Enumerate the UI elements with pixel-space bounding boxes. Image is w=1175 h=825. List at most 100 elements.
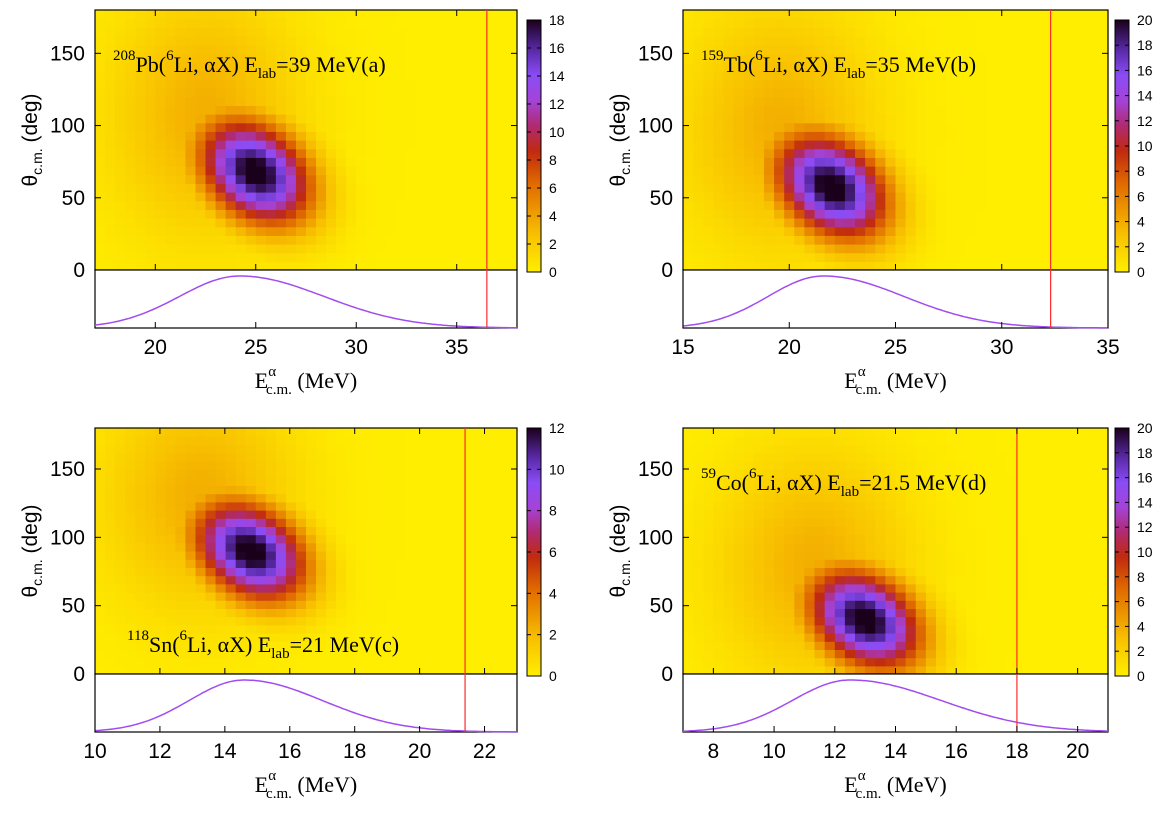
heatmap-cell [703,608,714,618]
heatmap-cell [875,444,886,454]
heatmap-cell [743,526,755,536]
heatmap-cell [175,70,187,80]
heatmap-cell [466,62,478,72]
heatmap-cell [824,665,836,675]
heatmap-cell [834,218,846,228]
heatmap-cell [115,209,126,219]
heatmap-cell [416,559,428,568]
heatmap-cell [996,518,1008,527]
heatmap-cell [814,551,826,560]
heatmap-cell [1006,62,1018,72]
heatmap-cell [683,469,694,478]
heatmap-cell [245,600,257,609]
heatmap-cell [496,157,508,167]
heatmap-cell [693,452,704,462]
heatmap-cell [693,122,704,132]
heatmap-cell [386,493,398,503]
heatmap-cell [844,633,856,642]
heatmap-cell [1057,174,1069,184]
heatmap-cell [245,616,257,626]
heatmap-cell [386,534,398,544]
heatmap-cell [175,493,187,503]
heatmap-cell [295,88,307,98]
heatmap-cell [265,477,277,486]
heatmap-cell [316,131,327,141]
heatmap-cell [215,122,227,132]
heatmap-cell [784,226,795,236]
heatmap-cell [255,27,267,37]
heatmap-cell [406,551,418,560]
heatmap-cell [316,534,327,544]
heatmap-cell [844,226,856,236]
heatmap-cell [235,551,247,560]
heatmap-cell [225,624,237,634]
heatmap-cell [1016,244,1028,254]
heatmap-cell [844,174,856,184]
heatmap-cell [185,200,197,210]
heatmap-cell [205,624,217,634]
heatmap-cell [95,261,106,271]
heatmap-cell [245,567,257,577]
heatmap-cell [255,616,267,626]
heatmap-cell [265,575,277,585]
heatmap-cell [115,122,126,132]
heatmap-cell [225,649,237,659]
heatmap-cell [683,261,694,271]
heatmap-cell [406,501,418,511]
heatmap-cell [326,493,337,503]
heatmap-cell [225,140,237,150]
heatmap-cell [804,27,816,37]
heatmap-cell [366,493,377,503]
heatmap-cell [1006,209,1018,219]
heatmap-cell [966,261,978,271]
heatmap-cell [824,218,836,228]
heatmap-cell [225,444,237,454]
heatmap-cell [895,485,907,495]
heatmap-cell [946,518,957,527]
heatmap-cell [506,501,518,511]
heatmap-cell [966,633,978,642]
heatmap-cell [723,62,735,72]
heatmap-cell [925,53,937,63]
heatmap-cell [733,131,745,141]
heatmap-cell [486,183,498,193]
heatmap-cell [306,633,317,642]
heatmap-cell [336,460,347,470]
heatmap-cell [865,469,876,478]
heatmap-cell [814,608,826,618]
heatmap-cell [814,166,826,176]
heatmap-cell [105,140,116,150]
heatmap-cell [175,436,187,445]
heatmap-cell [824,649,836,659]
heatmap-cell [915,122,927,132]
heatmap-cell [406,70,418,80]
heatmap-cell [336,209,347,219]
heatmap-cell [336,510,347,519]
heatmap-cell [946,460,957,470]
heatmap-cell [703,641,714,650]
heatmap-cell [185,616,197,626]
heatmap-cell [1016,140,1028,150]
heatmap-cell [285,436,297,445]
heatmap-cell [416,88,428,98]
x-tick-label: 10 [83,740,106,763]
heatmap-cell [416,105,428,115]
heatmap-cell [905,183,917,193]
heatmap-cell [336,131,347,141]
heatmap-cell [145,148,156,158]
heatmap-cell [265,518,277,527]
heatmap-cell [426,131,438,141]
heatmap-cell [446,575,458,585]
heatmap-cell [426,608,438,618]
heatmap-cell [135,122,146,132]
heatmap-cell [326,608,337,618]
heatmap-cell [1057,166,1069,176]
heatmap-cell [326,469,337,478]
heatmap-cell [723,428,735,437]
heatmap-cell [275,436,287,445]
heatmap-cell [255,567,267,577]
heatmap-cell [225,583,237,593]
heatmap-cell [784,551,795,560]
